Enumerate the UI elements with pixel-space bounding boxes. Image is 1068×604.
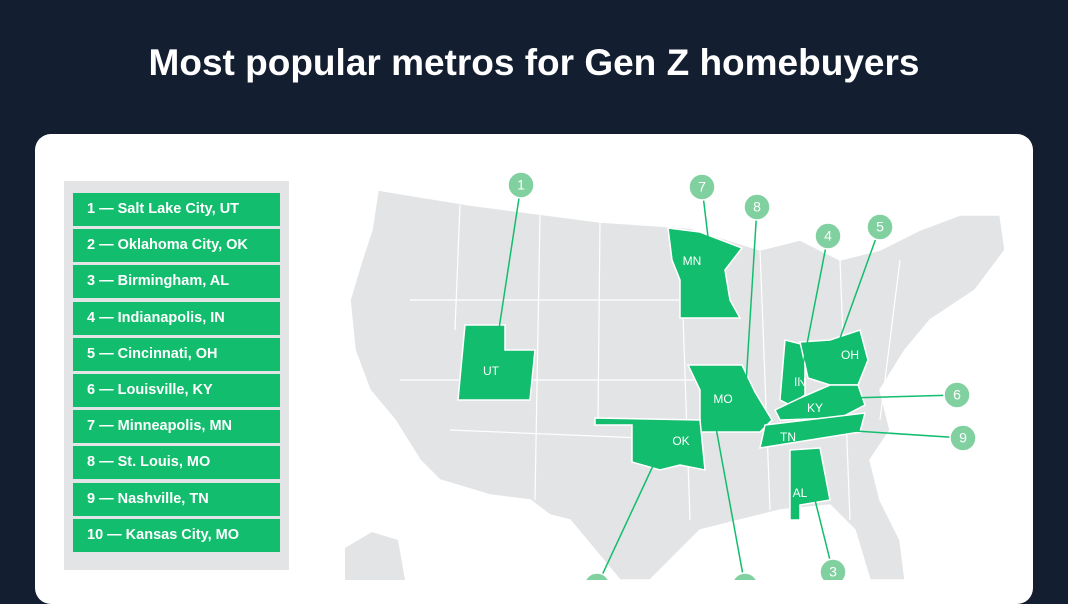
callout-line <box>799 235 829 381</box>
callout-circle <box>819 558 847 580</box>
legend-item: 1 — Salt Lake City, UT <box>73 193 280 226</box>
state-highlight <box>773 384 866 421</box>
state-label: TN <box>780 430 796 444</box>
legend-item: 9 — Nashville, TN <box>73 482 280 516</box>
state-label: MO <box>713 392 732 406</box>
callout-line <box>494 184 522 356</box>
callout-number: 10 <box>737 578 753 580</box>
callout-circle <box>866 213 894 241</box>
legend-item: 3 — Birmingham, AL <box>73 265 280 299</box>
map: UT MN MO OK IN OH KY TN AL 1 2 3 4 5 6 7 8 9 10 <box>345 171 1006 580</box>
callout-line <box>598 439 666 580</box>
legend-item: 2 — Oklahoma City, OK <box>73 229 280 263</box>
callout-circle <box>507 171 535 199</box>
callout-circle <box>949 424 977 452</box>
state-label: UT <box>483 364 500 378</box>
state-highlight <box>667 227 744 319</box>
state-label: KY <box>807 401 823 415</box>
callout-number: 5 <box>876 219 884 235</box>
callout-number: 4 <box>824 228 832 244</box>
callout-line <box>847 394 958 399</box>
callout-number: 1 <box>517 177 525 193</box>
legend-item: 6 — Louisville, KY <box>73 374 280 407</box>
callout-number: 2 <box>593 578 601 580</box>
callout-circle <box>584 572 610 580</box>
legend-item: 4 — Indianapolis, IN <box>73 301 280 335</box>
state-label: OK <box>672 434 689 448</box>
callout-circle <box>814 222 842 250</box>
legend-item: 10 — Kansas City, MO <box>73 518 280 552</box>
state-label: OH <box>841 348 859 362</box>
state-highlight <box>594 417 706 471</box>
callout-number: 3 <box>829 564 837 580</box>
state-label: MN <box>683 254 702 268</box>
state-label: AL <box>793 486 808 500</box>
callout-line <box>744 206 758 401</box>
alaska <box>345 532 405 580</box>
page: {"header": {"title": "Most popular metro… <box>35 42 1033 604</box>
legend-item: 5 — Cincinnati, OH <box>73 337 280 371</box>
callout-line <box>701 186 713 271</box>
callout-line <box>709 394 745 580</box>
state-highlight <box>789 447 831 521</box>
state-label: IN <box>794 375 806 389</box>
callout-line <box>839 429 964 439</box>
legend-item: 7 — Minneapolis, MN <box>73 410 280 444</box>
state-highlight <box>457 324 536 401</box>
callout-line <box>809 479 834 573</box>
legend-item: 8 — St. Louis, MO <box>73 446 280 480</box>
callout-line <box>824 226 881 381</box>
legend: 1 — Salt Lake City, UT 2 — Oklahoma City,… <box>64 181 289 570</box>
callout-number: 9 <box>959 430 967 446</box>
callout-circle <box>732 572 758 580</box>
callout-number: 8 <box>753 199 761 215</box>
callout-number: 6 <box>953 387 961 403</box>
title: Most popular metros for Gen Z homebuyers <box>148 42 920 83</box>
state-highlight <box>799 329 869 386</box>
callout-number: 7 <box>698 179 706 195</box>
callout-circle <box>943 381 971 409</box>
callout-circle <box>688 173 716 201</box>
callout-circle <box>743 193 771 221</box>
